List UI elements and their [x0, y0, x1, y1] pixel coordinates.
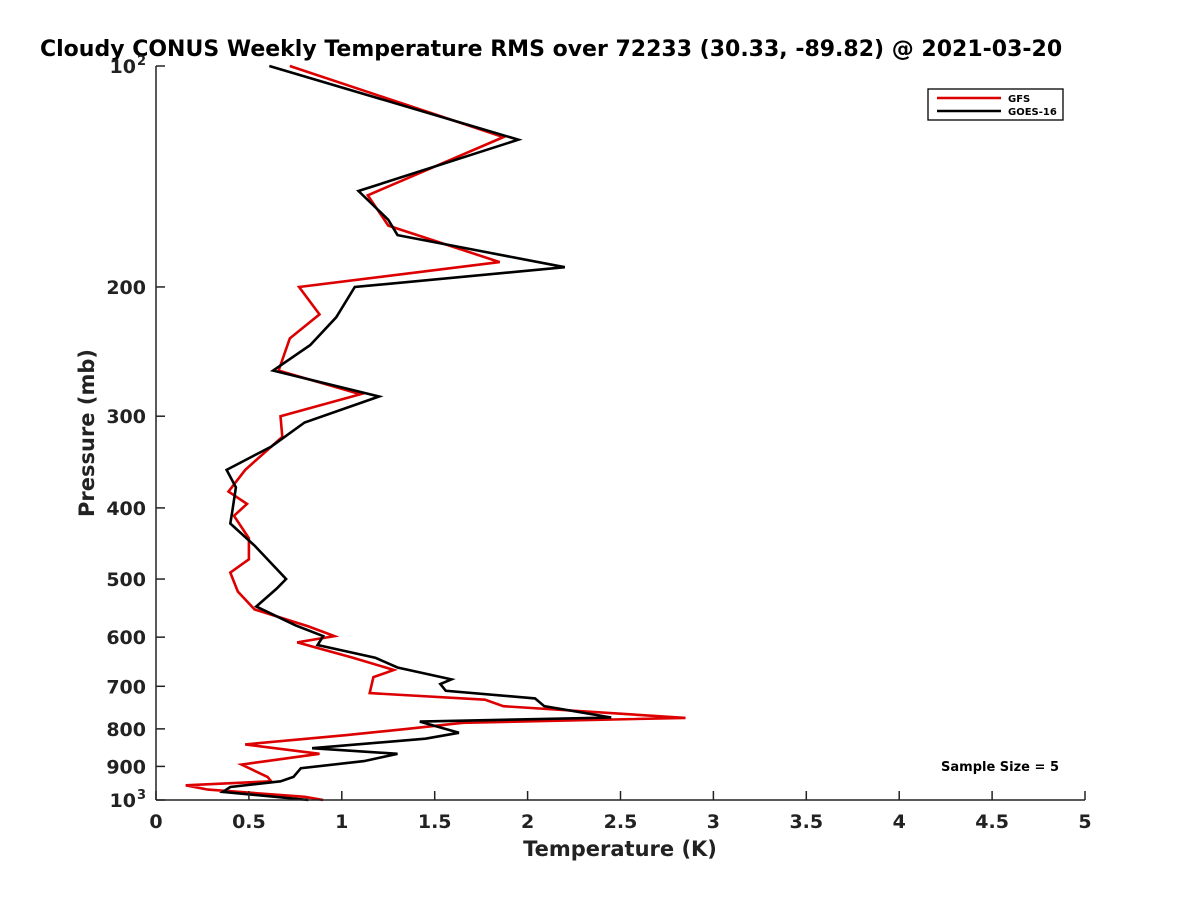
axes: 0 0.5 1 1.5 2 2.5 3 3.5 4 4.5 510 22003004005006007… — [106, 54, 1091, 833]
legend: GFS GOES-16 — [927, 88, 1064, 121]
x-tick-label: 1.5 — [418, 811, 452, 833]
x-axis-label: Temperature (K) — [523, 837, 717, 861]
y-axis-label: Pressure (mb) — [75, 349, 99, 517]
x-tick-label: 4 — [893, 811, 906, 833]
plot-area — [185, 64, 686, 802]
y-tick-exponent: 3 — [137, 788, 146, 803]
y-tick-label: 600 — [106, 627, 146, 649]
x-tick-label: 4.5 — [975, 811, 1009, 833]
y-tick-label: 10 — [110, 790, 136, 812]
chart-title: Cloudy CONUS Weekly Temperature RMS over… — [40, 37, 1062, 62]
sample-size-annotation: Sample Size = 5 — [941, 760, 1059, 775]
x-tick-label: 2.5 — [604, 811, 638, 833]
x-tick-label: 5 — [1078, 811, 1091, 833]
legend-box — [927, 88, 1064, 121]
y-tick-label: 500 — [106, 569, 146, 591]
series-line-gfs — [185, 64, 686, 802]
x-tick-label: 2 — [521, 811, 534, 833]
legend-label-goes-16: GOES-16 — [1008, 107, 1057, 118]
y-tick-label: 300 — [106, 406, 146, 428]
y-tick-label: 800 — [106, 719, 146, 741]
legend-label-gfs: GFS — [1008, 94, 1030, 105]
y-tick-label: 10 — [110, 56, 136, 78]
x-tick-label: 0 — [149, 811, 162, 833]
series-line-goes-16 — [219, 64, 612, 802]
x-tick-label: 0.5 — [232, 811, 266, 833]
x-tick-label: 1 — [335, 811, 348, 833]
y-tick-label: 400 — [106, 498, 146, 520]
y-tick-label: 900 — [106, 756, 146, 778]
y-tick-label: 200 — [106, 277, 146, 299]
y-tick-exponent: 2 — [137, 54, 146, 69]
x-tick-label: 3.5 — [789, 811, 823, 833]
x-tick-label: 3 — [707, 811, 720, 833]
y-tick-label: 700 — [106, 676, 146, 698]
